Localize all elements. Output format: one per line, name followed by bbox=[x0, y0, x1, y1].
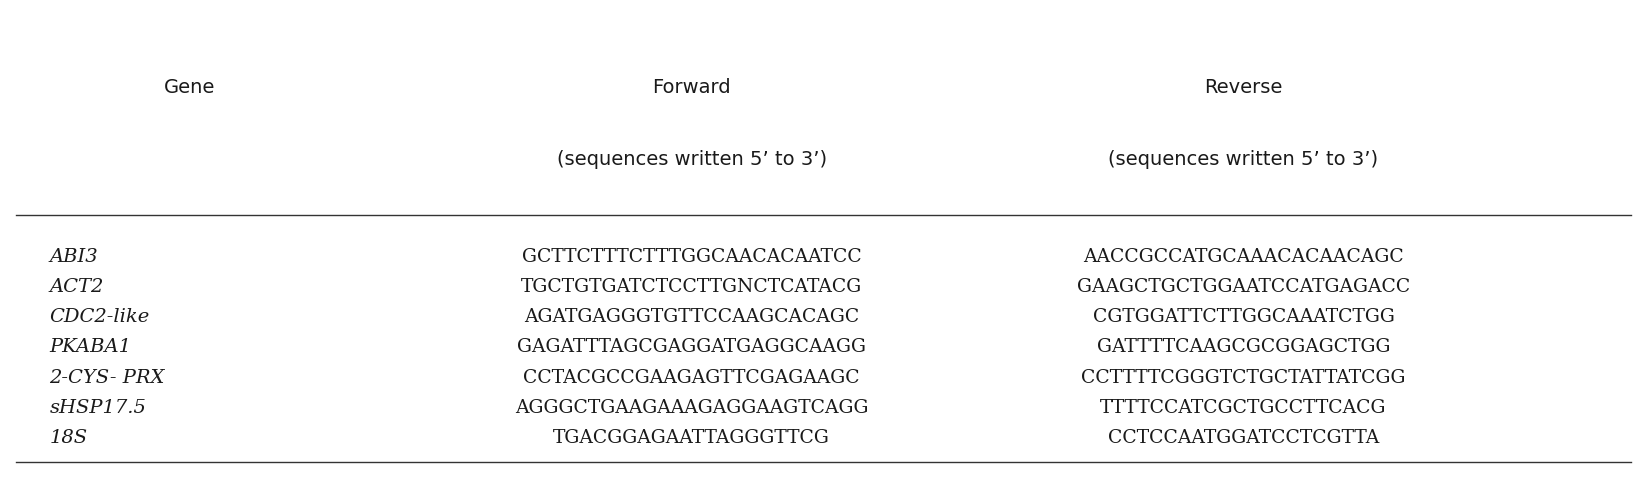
Text: CCTACGCCGAAGAGTTCGAGAAGC: CCTACGCCGAAGAGTTCGAGAAGC bbox=[524, 368, 860, 387]
Text: 2-CYS- PRX: 2-CYS- PRX bbox=[49, 368, 165, 387]
Text: TTTTCCATCGCTGCCTTCACG: TTTTCCATCGCTGCCTTCACG bbox=[1100, 399, 1387, 417]
Text: (sequences written 5’ to 3’): (sequences written 5’ to 3’) bbox=[1108, 150, 1379, 169]
Text: CCTTTTCGGGTCTGCTATTATCGG: CCTTTTCGGGTCTGCTATTATCGG bbox=[1080, 368, 1407, 387]
Text: Reverse: Reverse bbox=[1204, 77, 1283, 97]
Text: GAAGCTGCTGGAATCCATGAGACC: GAAGCTGCTGGAATCCATGAGACC bbox=[1077, 278, 1410, 296]
Text: Gene: Gene bbox=[163, 77, 216, 97]
Text: sHSP17.5: sHSP17.5 bbox=[49, 399, 147, 417]
Text: AGGGCTGAAGAAAGAGGAAGTCAGG: AGGGCTGAAGAAAGAGGAAGTCAGG bbox=[516, 399, 868, 417]
Text: ACT2: ACT2 bbox=[49, 278, 104, 296]
Text: TGCTGTGATCTCCTTGNCTCATACG: TGCTGTGATCTCCTTGNCTCATACG bbox=[520, 278, 863, 296]
Text: 18S: 18S bbox=[49, 429, 87, 447]
Text: Forward: Forward bbox=[652, 77, 731, 97]
Text: GAGATTTAGCGAGGATGAGGCAAGG: GAGATTTAGCGAGGATGAGGCAAGG bbox=[517, 338, 866, 356]
Text: CDC2-like: CDC2-like bbox=[49, 308, 150, 326]
Text: PKABA1: PKABA1 bbox=[49, 338, 132, 356]
Text: GATTTTCAAGCGCGGAGCTGG: GATTTTCAAGCGCGGAGCTGG bbox=[1097, 338, 1390, 356]
Text: CGTGGATTCTTGGCAAATCTGG: CGTGGATTCTTGGCAAATCTGG bbox=[1092, 308, 1395, 326]
Text: TGACGGAGAATTAGGGTTCG: TGACGGAGAATTAGGGTTCG bbox=[553, 429, 830, 447]
Text: AACCGCCATGCAAACACAACAGC: AACCGCCATGCAAACACAACAGC bbox=[1084, 247, 1403, 266]
Text: ABI3: ABI3 bbox=[49, 247, 99, 266]
Text: AGATGAGGGTGTTCCAAGCACAGC: AGATGAGGGTGTTCCAAGCACAGC bbox=[524, 308, 860, 326]
Text: GCTTCTTTCTTTGGCAACACAATCC: GCTTCTTTCTTTGGCAACACAATCC bbox=[522, 247, 861, 266]
Text: CCTCCAATGGATCCTCGTTA: CCTCCAATGGATCCTCGTTA bbox=[1108, 429, 1379, 447]
Text: (sequences written 5’ to 3’): (sequences written 5’ to 3’) bbox=[557, 150, 827, 169]
